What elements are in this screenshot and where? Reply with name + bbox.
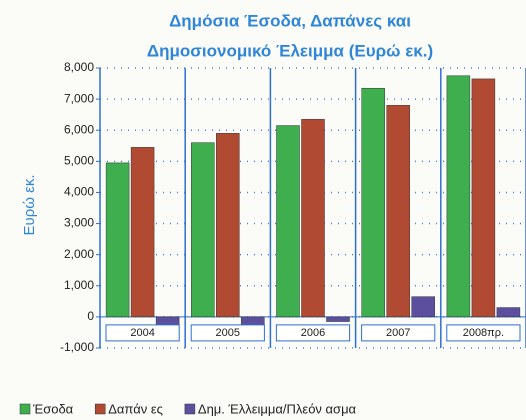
bar xyxy=(411,296,435,318)
legend-label: Έσοδα xyxy=(32,401,74,416)
y-axis-label: Ευρώ εκ. xyxy=(21,175,38,236)
y-tick-label: 4,000 xyxy=(64,185,94,199)
legend-swatch xyxy=(94,403,106,415)
bar xyxy=(105,162,130,318)
chart-title: Δημοσιονομικό Έλειμμα (Ευρώ εκ.) xyxy=(147,41,433,60)
bar xyxy=(361,87,385,318)
y-tick-label: 1,000 xyxy=(64,278,94,292)
legend-label: Δημ. Έλλειμμα/Πλεόν ασμα xyxy=(198,401,357,416)
legend-swatch xyxy=(19,403,31,415)
bar xyxy=(130,147,155,318)
x-tick-label: 2007 xyxy=(386,327,410,339)
bar xyxy=(276,125,300,318)
bar xyxy=(301,119,325,318)
bar xyxy=(471,78,496,318)
category-box xyxy=(190,324,265,342)
bar xyxy=(191,142,215,318)
chart-title: Δημόσια Έσοδα, Δαπάνες και xyxy=(169,11,411,30)
bar xyxy=(446,75,471,318)
category-box xyxy=(446,324,521,342)
x-tick-label: 2008πρ. xyxy=(463,327,504,339)
category-box xyxy=(275,324,351,342)
y-tick-label: 6,000 xyxy=(64,122,94,136)
y-tick-label: 8,000 xyxy=(64,60,94,74)
y-tick-label: -1,000 xyxy=(60,340,94,354)
bar xyxy=(326,316,350,322)
bar xyxy=(386,105,410,318)
bar xyxy=(496,307,521,318)
y-tick-label: 2,000 xyxy=(64,247,94,261)
y-tick-label: 7,000 xyxy=(64,91,94,105)
x-tick-label: 2004 xyxy=(130,327,154,339)
legend-label: Δαπάν ες xyxy=(108,401,163,416)
legend-swatch xyxy=(184,403,196,415)
y-tick-label: 5,000 xyxy=(64,154,94,168)
bar xyxy=(216,133,240,318)
y-tick-label: 3,000 xyxy=(64,216,94,230)
category-box xyxy=(361,324,436,342)
x-tick-label: 2006 xyxy=(301,327,325,339)
x-tick-label: 2005 xyxy=(216,327,240,339)
y-tick-label: 0 xyxy=(87,309,94,323)
category-box xyxy=(105,324,180,342)
